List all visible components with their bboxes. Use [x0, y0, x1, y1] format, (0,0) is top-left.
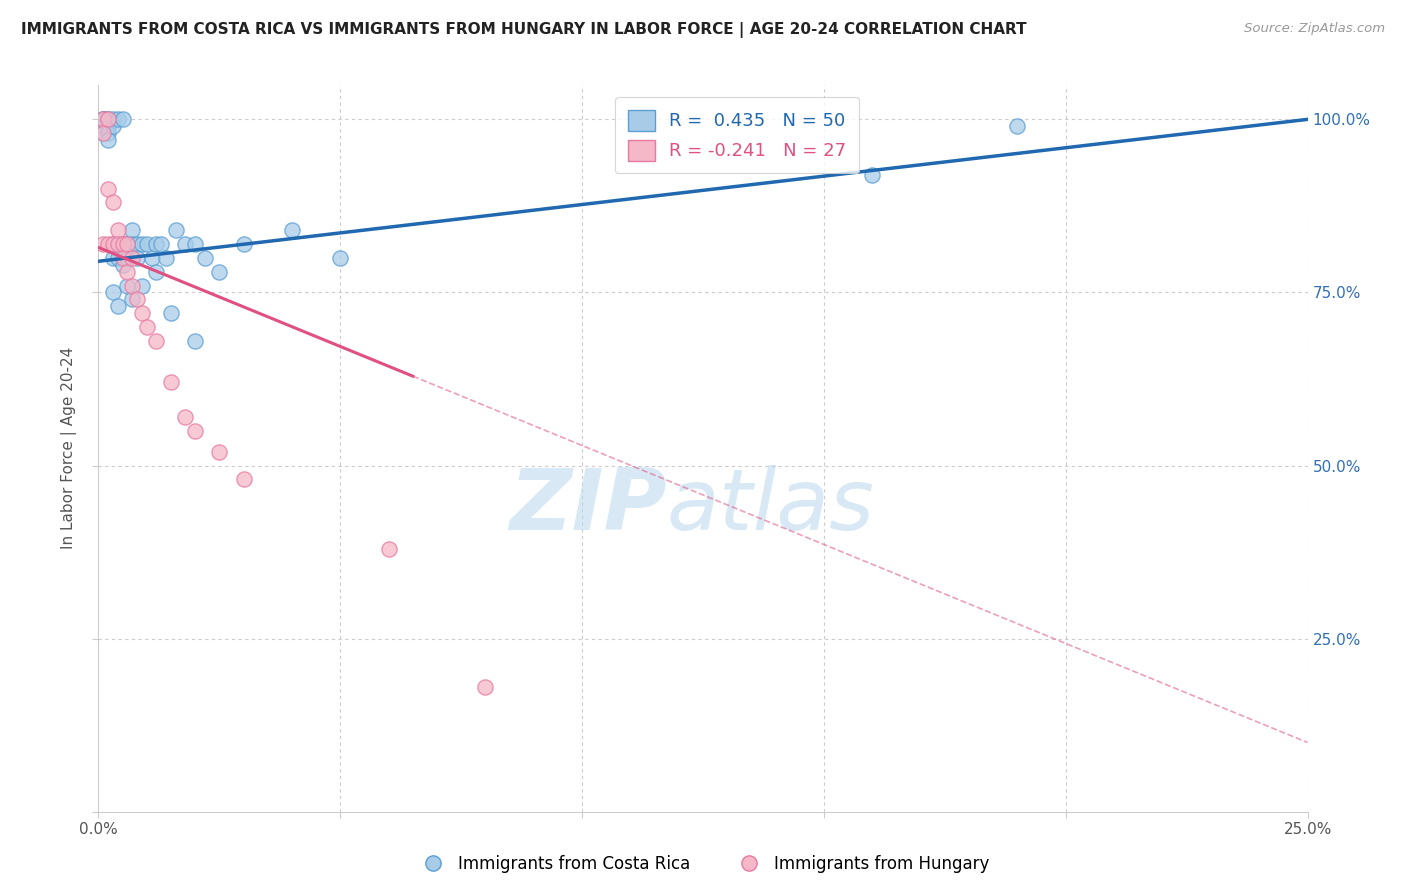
Point — [97, 133, 120, 147]
Point — [107, 112, 129, 127]
Point — [121, 278, 143, 293]
Point — [150, 237, 173, 252]
Text: atlas: atlas — [666, 465, 875, 548]
Point — [97, 112, 120, 127]
Point — [155, 251, 177, 265]
Point — [208, 265, 231, 279]
Text: ZIP: ZIP — [509, 465, 666, 548]
Point — [91, 112, 114, 127]
Point — [145, 237, 167, 252]
Point — [101, 195, 124, 210]
Point — [377, 541, 399, 556]
Point — [281, 223, 304, 237]
Point — [860, 168, 883, 182]
Point — [117, 237, 139, 252]
Point — [111, 112, 134, 127]
Point — [184, 424, 207, 438]
Point — [1007, 120, 1029, 134]
Legend: R =  0.435   N = 50, R = -0.241   N = 27: R = 0.435 N = 50, R = -0.241 N = 27 — [616, 97, 859, 173]
Text: IMMIGRANTS FROM COSTA RICA VS IMMIGRANTS FROM HUNGARY IN LABOR FORCE | AGE 20-24: IMMIGRANTS FROM COSTA RICA VS IMMIGRANTS… — [21, 22, 1026, 38]
Point — [121, 293, 143, 307]
Point — [91, 112, 114, 127]
Point — [208, 444, 231, 458]
Point — [131, 278, 153, 293]
Point — [101, 112, 124, 127]
Point — [101, 285, 124, 300]
Point — [145, 334, 167, 348]
Point — [184, 334, 207, 348]
Point — [111, 258, 134, 272]
Point — [111, 237, 134, 252]
Point — [141, 251, 163, 265]
Point — [117, 278, 139, 293]
Point — [121, 251, 143, 265]
Point — [101, 237, 124, 252]
Point — [160, 306, 183, 320]
Point — [107, 237, 129, 252]
Point — [194, 251, 217, 265]
Point — [101, 237, 124, 252]
Point — [127, 293, 149, 307]
Point — [107, 251, 129, 265]
Point — [131, 306, 153, 320]
Point — [135, 237, 157, 252]
Point — [174, 410, 197, 425]
Point — [97, 112, 120, 127]
Point — [97, 112, 120, 127]
Point — [97, 181, 120, 195]
Point — [145, 265, 167, 279]
Point — [117, 237, 139, 252]
Point — [165, 223, 187, 237]
Text: Source: ZipAtlas.com: Source: ZipAtlas.com — [1244, 22, 1385, 36]
Point — [91, 112, 114, 127]
Point — [232, 472, 254, 486]
Point — [127, 237, 149, 252]
Point — [121, 223, 143, 237]
Point — [101, 251, 124, 265]
Point — [97, 237, 120, 252]
Point — [107, 223, 129, 237]
Point — [474, 680, 496, 694]
Point — [135, 320, 157, 334]
Legend: Immigrants from Costa Rica, Immigrants from Hungary: Immigrants from Costa Rica, Immigrants f… — [411, 848, 995, 880]
Point — [107, 299, 129, 313]
Point — [97, 120, 120, 134]
Point — [329, 251, 352, 265]
Point — [160, 376, 183, 390]
Point — [101, 120, 124, 134]
Point — [107, 237, 129, 252]
Point — [91, 112, 114, 127]
Point — [111, 251, 134, 265]
Point — [174, 237, 197, 252]
Point — [91, 237, 114, 252]
Point — [232, 237, 254, 252]
Point — [117, 251, 139, 265]
Point — [91, 126, 114, 140]
Y-axis label: In Labor Force | Age 20-24: In Labor Force | Age 20-24 — [60, 347, 77, 549]
Point — [111, 237, 134, 252]
Point — [184, 237, 207, 252]
Point — [91, 126, 114, 140]
Point — [97, 126, 120, 140]
Point — [91, 120, 114, 134]
Point — [117, 265, 139, 279]
Point — [127, 251, 149, 265]
Point — [131, 237, 153, 252]
Point — [121, 237, 143, 252]
